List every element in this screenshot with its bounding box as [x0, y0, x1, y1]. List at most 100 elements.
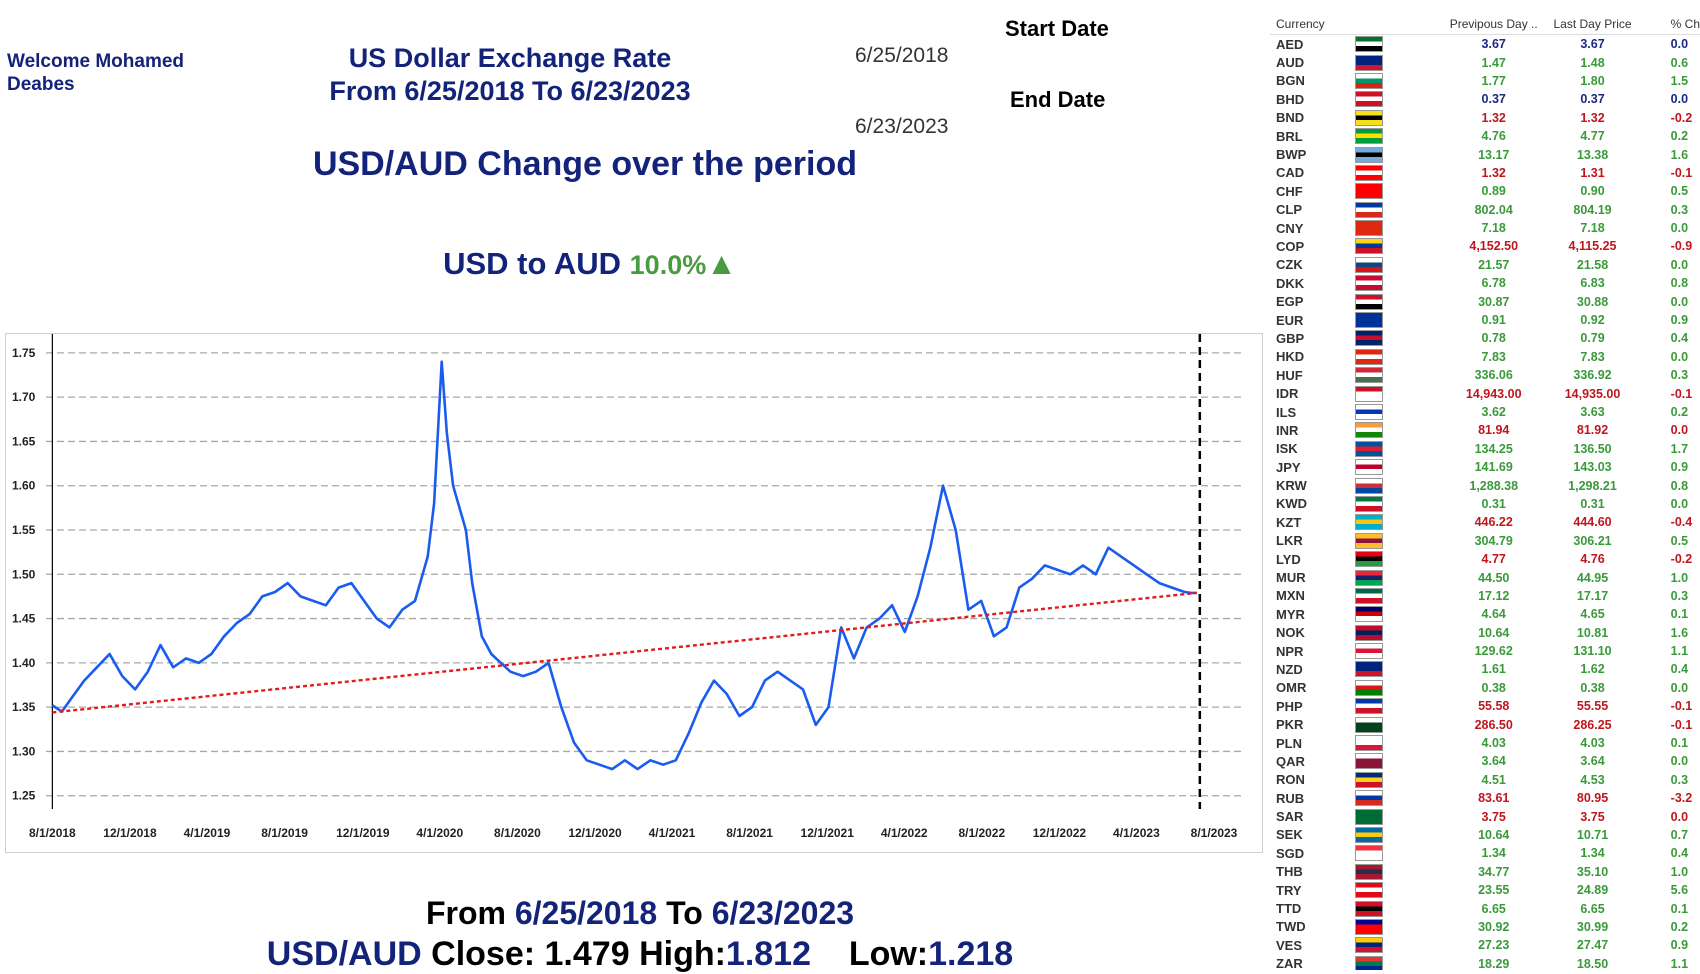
- last-day-price: 3.67: [1580, 37, 1605, 52]
- y-tick-label: 1.75: [12, 346, 36, 360]
- end-date-value[interactable]: 6/23/2023: [855, 115, 949, 138]
- table-row[interactable]: PKR 286.50 286.25 -0.1: [1270, 715, 1700, 733]
- table-row[interactable]: RON 4.51 4.53 0.3: [1270, 771, 1700, 789]
- currency-code: BGN: [1276, 73, 1305, 89]
- table-row[interactable]: MYR 4.64 4.65 0.1: [1270, 605, 1700, 623]
- table-row[interactable]: RUB 83.61 80.95 -3.2: [1270, 789, 1700, 807]
- table-row[interactable]: LYD 4.77 4.76 -0.2: [1270, 550, 1700, 568]
- table-row[interactable]: NPR 129.62 131.10 1.1: [1270, 642, 1700, 660]
- prev-day-price: 14,943.00: [1465, 386, 1522, 401]
- table-row[interactable]: IDR 14,943.00 14,935.00 -0.1: [1270, 384, 1700, 402]
- x-tick-label: 12/1/2018: [103, 826, 157, 840]
- header-last-day[interactable]: Last Day Price: [1544, 14, 1641, 35]
- table-row[interactable]: CHF 0.89 0.90 0.5: [1270, 182, 1700, 200]
- pct-change: 0.3: [1670, 202, 1689, 217]
- pct-change: 0.5: [1670, 533, 1689, 548]
- flag-cell: [1354, 513, 1443, 531]
- table-row[interactable]: INR 81.94 81.92 0.0: [1270, 421, 1700, 439]
- table-row[interactable]: SAR 3.75 3.75 0.0: [1270, 807, 1700, 825]
- table-row[interactable]: EUR 0.91 0.92 0.9: [1270, 311, 1700, 329]
- table-row[interactable]: OMR 0.38 0.38 0.0: [1270, 679, 1700, 697]
- header-prev-day[interactable]: Previpous Day ..: [1443, 14, 1545, 35]
- prev-day-price: 3.64: [1481, 754, 1506, 769]
- table-row[interactable]: CLP 802.04 804.19 0.3: [1270, 201, 1700, 219]
- table-row[interactable]: LKR 304.79 306.21 0.5: [1270, 532, 1700, 550]
- table-row[interactable]: ISK 134.25 136.50 1.7: [1270, 440, 1700, 458]
- table-row[interactable]: QAR 3.64 3.64 0.0: [1270, 752, 1700, 770]
- table-row[interactable]: JPY 141.69 143.03 0.9: [1270, 458, 1700, 476]
- table-row[interactable]: BND 1.32 1.32 -0.2: [1270, 109, 1700, 127]
- table-row[interactable]: NZD 1.61 1.62 0.4: [1270, 660, 1700, 678]
- flag-cell: [1354, 863, 1443, 881]
- currency-code: VES: [1276, 937, 1303, 953]
- pct-change: -0.1: [1670, 699, 1693, 714]
- last-day-price: 55.55: [1576, 699, 1609, 714]
- table-row[interactable]: PLN 4.03 4.03 0.1: [1270, 734, 1700, 752]
- from-date: 6/25/2018: [514, 895, 658, 931]
- flag-cell: [1354, 881, 1443, 899]
- last-day-price: 81.92: [1576, 423, 1609, 438]
- table-row[interactable]: KZT 446.22 444.60 -0.4: [1270, 513, 1700, 531]
- table-row[interactable]: TWD 30.92 30.99 0.2: [1270, 918, 1700, 936]
- currency-code: TWD: [1276, 919, 1306, 935]
- table-row[interactable]: BGN 1.77 1.80 1.5: [1270, 72, 1700, 90]
- pct-change: -0.1: [1670, 386, 1693, 401]
- last-day-price: 3.63: [1580, 405, 1605, 419]
- start-date-label: Start Date: [1005, 16, 1109, 41]
- prev-day-price: 1.47: [1481, 55, 1506, 70]
- pct-change: 0.3: [1670, 588, 1689, 603]
- table-row[interactable]: KRW 1,288.38 1,298.21 0.8: [1270, 476, 1700, 494]
- table-row[interactable]: SGD 1.34 1.34 0.4: [1270, 844, 1700, 862]
- table-row[interactable]: PHP 55.58 55.55 -0.1: [1270, 697, 1700, 715]
- flag-cell: [1354, 715, 1443, 733]
- table-row[interactable]: EGP 30.87 30.88 0.0: [1270, 292, 1700, 310]
- currency-code: PHP: [1276, 698, 1303, 714]
- last-day-price: 4,115.25: [1568, 239, 1617, 254]
- header-pct-change[interactable]: % Ch: [1640, 14, 1700, 35]
- table-row[interactable]: ZAR 18.29 18.50 1.1: [1270, 955, 1700, 970]
- table-row[interactable]: AED 3.67 3.67 0.0: [1270, 35, 1700, 54]
- currency-code: AED: [1276, 36, 1304, 52]
- table-row[interactable]: CZK 21.57 21.58 0.0: [1270, 256, 1700, 274]
- currency-code: QAR: [1276, 753, 1305, 769]
- last-day-price: 336.92: [1573, 368, 1612, 383]
- table-row[interactable]: ILS 3.62 3.63 0.2: [1270, 403, 1700, 421]
- table-row[interactable]: TRY 23.55 24.89 5.6: [1270, 881, 1700, 899]
- table-row[interactable]: MXN 17.12 17.17 0.3: [1270, 587, 1700, 605]
- table-row[interactable]: BHD 0.37 0.37 0.0: [1270, 90, 1700, 108]
- table-row[interactable]: TTD 6.65 6.65 0.1: [1270, 899, 1700, 917]
- table-row[interactable]: AUD 1.47 1.48 0.6: [1270, 53, 1700, 71]
- table-row[interactable]: BWP 13.17 13.38 1.6: [1270, 145, 1700, 163]
- table-row[interactable]: CNY 7.18 7.18 0.0: [1270, 219, 1700, 237]
- currency-code: NOK: [1276, 625, 1305, 641]
- chart-subtitle: USD/AUD Change over the period: [312, 145, 858, 183]
- table-row[interactable]: GBP 0.78 0.79 0.4: [1270, 329, 1700, 347]
- table-row[interactable]: VES 27.23 27.47 0.9: [1270, 936, 1700, 954]
- table-row[interactable]: HUF 336.06 336.92 0.3: [1270, 366, 1700, 384]
- last-day-price: 35.10: [1576, 864, 1609, 879]
- table-row[interactable]: COP 4,152.50 4,115.25 -0.9: [1270, 237, 1700, 255]
- prev-day-price: 4.76: [1481, 129, 1506, 144]
- header-currency[interactable]: Currency: [1270, 14, 1355, 35]
- pct-change: 0.8: [1670, 478, 1689, 493]
- table-row[interactable]: MUR 44.50 44.95 1.0: [1270, 568, 1700, 586]
- flag-icon: [1354, 440, 1383, 457]
- table-row[interactable]: BRL 4.76 4.77 0.2: [1270, 127, 1700, 145]
- prev-day-price: 44.50: [1478, 570, 1510, 585]
- pct-change: 0.4: [1670, 331, 1689, 346]
- start-date-value[interactable]: 6/25/2018: [855, 44, 949, 67]
- table-row[interactable]: DKK 6.78 6.83 0.8: [1270, 274, 1700, 292]
- table-row[interactable]: NOK 10.64 10.81 1.6: [1270, 624, 1700, 642]
- prev-day-price: 6.65: [1481, 901, 1506, 916]
- table-row[interactable]: THB 34.77 35.10 1.0: [1270, 863, 1700, 881]
- prev-day-price: 4.64: [1481, 607, 1506, 622]
- table-row[interactable]: SEK 10.64 10.71 0.7: [1270, 826, 1700, 844]
- flag-cell: [1354, 35, 1443, 54]
- table-row[interactable]: CAD 1.32 1.31 -0.1: [1270, 164, 1700, 182]
- flag-cell: [1354, 292, 1443, 310]
- last-day-price: 286.25: [1573, 717, 1612, 732]
- table-row[interactable]: KWD 0.31 0.31 0.0: [1270, 495, 1700, 513]
- currency-code: NZD: [1276, 661, 1303, 677]
- flag-icon: [1354, 587, 1383, 604]
- table-row[interactable]: HKD 7.83 7.83 0.0: [1270, 348, 1700, 366]
